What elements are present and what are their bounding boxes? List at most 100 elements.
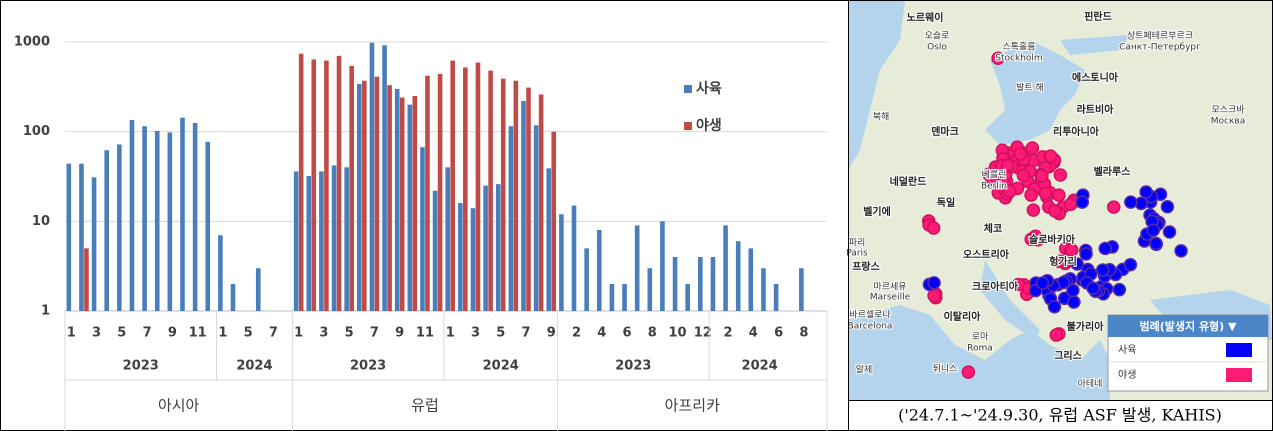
x-tick-label: 2: [572, 326, 581, 341]
x-tick-label: 5: [117, 326, 126, 341]
map-label: 스톡홀름: [1002, 41, 1035, 53]
bar: [514, 81, 519, 311]
outbreak-dot: [1036, 170, 1048, 182]
map-label: 오슬로: [925, 31, 950, 42]
bar: [357, 84, 362, 311]
x-tick-label: 1: [294, 326, 303, 341]
x-tick-label: 8: [799, 326, 808, 341]
bar: [723, 225, 728, 311]
x-tick-label: 9: [395, 326, 404, 341]
outbreak-dot: [1025, 189, 1037, 201]
outbreak-dot: [1017, 170, 1029, 182]
bar: [168, 132, 173, 311]
x-tick-label: 6: [774, 326, 783, 341]
year-label: 2023: [123, 359, 159, 374]
outbreak-dot: [1048, 301, 1060, 313]
map-label: 체코: [984, 222, 1002, 235]
outbreak-dot: [1108, 201, 1120, 213]
outbreak-dot: [1080, 248, 1092, 260]
map-label: 크로아티아: [972, 280, 1019, 293]
map-label: 오스트리아: [963, 248, 1010, 261]
year-label: 2023: [350, 359, 386, 374]
outbreak-dot: [1050, 329, 1062, 341]
bar: [142, 126, 147, 311]
bar: [306, 176, 311, 311]
bar: [539, 94, 544, 311]
x-tick-label: 10: [669, 326, 687, 341]
bar: [438, 74, 443, 311]
bar: [180, 118, 185, 311]
bar: [84, 248, 89, 311]
outbreak-dot: [928, 290, 940, 302]
x-tick-label: 1: [218, 326, 227, 341]
bar: [408, 105, 413, 311]
map-legend-label: 사육: [1118, 344, 1136, 356]
map-label: 리투아니아: [1053, 125, 1100, 138]
map-label: 북해: [873, 112, 890, 123]
y-tick-label: 10: [32, 214, 50, 229]
x-tick-label: 7: [521, 326, 530, 341]
bar: [711, 257, 716, 311]
outbreak-dot: [1099, 242, 1111, 254]
outbreak-dot: [1076, 196, 1088, 208]
map-label: Oslo: [927, 43, 947, 53]
x-tick-label: 8: [648, 326, 657, 341]
outbreak-dot: [1140, 186, 1152, 198]
bar: [483, 186, 488, 311]
map-label: 아테네: [1078, 379, 1103, 390]
outbreak-dot: [1147, 224, 1159, 236]
outbreak-dot: [1045, 150, 1057, 162]
outbreak-dot: [1026, 142, 1038, 154]
bar: [387, 85, 392, 311]
outbreak-dot: [962, 366, 974, 378]
outbreak-dot: [928, 277, 940, 289]
map-legend-swatch: [1226, 343, 1252, 357]
x-tick-label: 4: [597, 326, 606, 341]
bar: [311, 59, 316, 311]
bar: [597, 230, 602, 311]
bar: [647, 268, 652, 311]
map-label: 에스토니아: [1072, 71, 1119, 84]
map-label: 헝가리: [1049, 255, 1077, 268]
bar: [774, 284, 779, 311]
bar: [332, 165, 337, 311]
bar: [370, 43, 375, 311]
bar: [104, 150, 109, 311]
map-label: 벨기에: [863, 205, 891, 218]
outbreak-dot: [1124, 259, 1136, 271]
map-label: 상트페테르부르크: [1127, 31, 1193, 42]
x-tick-label: 9: [168, 326, 177, 341]
bar: [526, 88, 531, 311]
region-label: 유럽: [411, 397, 439, 415]
bar: [231, 284, 236, 311]
outbreak-dot: [1067, 284, 1079, 296]
bar: [698, 257, 703, 311]
x-tick-label: 6: [623, 326, 632, 341]
bar: [458, 203, 463, 311]
outbreak-dot: [1113, 284, 1125, 296]
map-label: Санкт-Петербург: [1119, 43, 1201, 53]
bar: [521, 101, 526, 311]
map-label: 벨라루스: [1094, 165, 1131, 178]
bar: [294, 171, 299, 311]
outbreak-dot: [1054, 169, 1066, 181]
map-label: 독일: [937, 196, 955, 209]
x-tick-label: 11: [189, 326, 207, 341]
bar: [205, 142, 210, 311]
bar: [79, 164, 84, 311]
y-tick-label: 1000: [14, 34, 50, 49]
map-label: 덴마크: [931, 125, 959, 138]
bar: [761, 268, 766, 311]
map-label: 로마: [972, 332, 989, 343]
bar: [685, 284, 690, 311]
bar: [749, 248, 754, 311]
bar: [382, 45, 387, 311]
region-label: 아프리카: [665, 397, 720, 415]
outbreak-dot: [1164, 226, 1176, 238]
map-label: Marseille: [870, 293, 911, 303]
bar: [635, 225, 640, 311]
bar: [509, 126, 514, 311]
outbreak-dot: [1068, 296, 1080, 308]
x-tick-label: 3: [319, 326, 328, 341]
x-tick-label: 11: [416, 326, 434, 341]
